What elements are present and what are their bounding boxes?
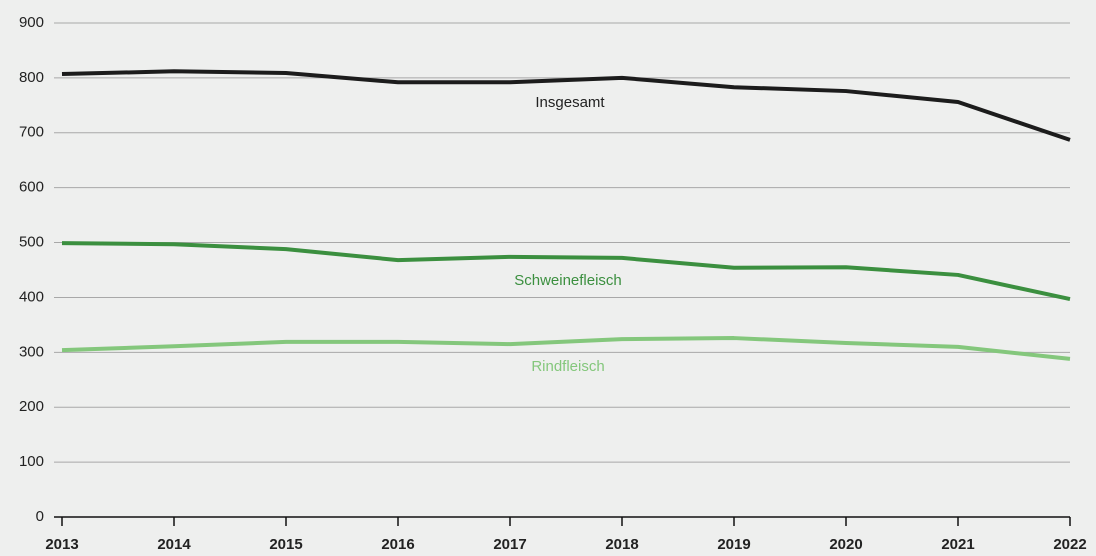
y-tick-label: 400 bbox=[19, 288, 44, 305]
x-tick-label: 2021 bbox=[941, 536, 974, 553]
x-tick-label: 2013 bbox=[45, 536, 78, 553]
series-label: Rindfleisch bbox=[531, 358, 604, 375]
series-line bbox=[61, 241, 1071, 302]
series-label: Schweinefleisch bbox=[514, 272, 622, 289]
label-background bbox=[510, 355, 626, 379]
y-tick-label: 0 bbox=[36, 508, 44, 525]
y-tick-label: 600 bbox=[19, 179, 44, 196]
x-tick-label: 2015 bbox=[269, 536, 302, 553]
x-tick-label: 2016 bbox=[381, 536, 414, 553]
series-line bbox=[61, 336, 1071, 361]
x-tick-label: 2020 bbox=[829, 536, 862, 553]
x-tick-label: 2018 bbox=[605, 536, 638, 553]
x-tick-label: 2022 bbox=[1053, 536, 1086, 553]
series-line bbox=[61, 69, 1071, 142]
y-tick-label: 500 bbox=[19, 234, 44, 251]
x-tick-label: 2019 bbox=[717, 536, 750, 553]
y-tick-label: 300 bbox=[19, 343, 44, 360]
y-tick-label: 700 bbox=[19, 124, 44, 141]
series-label: Insgesamt bbox=[535, 94, 605, 111]
x-tick-label: 2014 bbox=[157, 536, 191, 553]
y-tick-label: 900 bbox=[19, 14, 44, 31]
x-tick-label: 2017 bbox=[493, 536, 526, 553]
y-tick-label: 800 bbox=[19, 69, 44, 86]
y-tick-label: 100 bbox=[19, 453, 44, 470]
y-tick-label: 200 bbox=[19, 398, 44, 415]
